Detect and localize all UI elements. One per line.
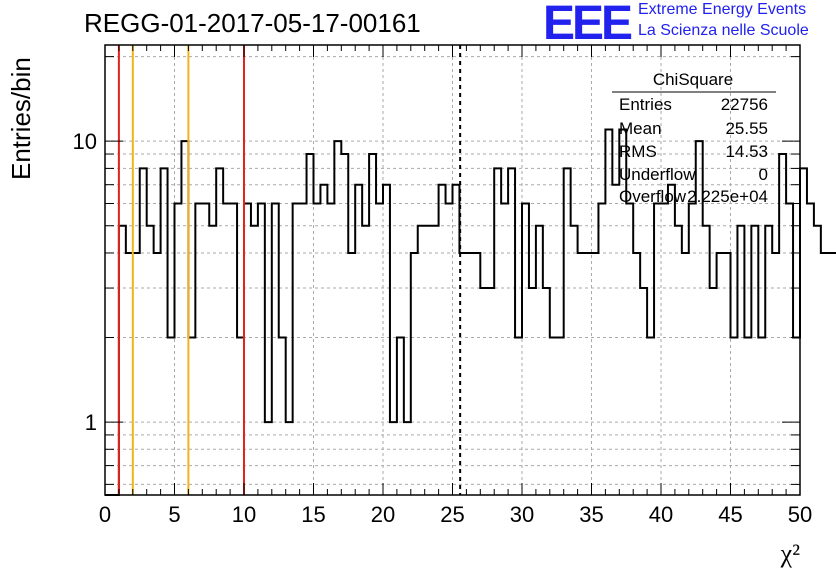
y-tick-label: 1 xyxy=(85,410,97,435)
stats-box: ChiSquare Entries 22756 Mean 25.55 RMS 1… xyxy=(612,70,776,206)
grid xyxy=(104,45,801,495)
x-tick-label: 15 xyxy=(301,502,325,527)
stats-label-mean: Mean xyxy=(619,119,662,138)
y-tick-label: 10 xyxy=(73,129,97,154)
histogram-outline xyxy=(105,128,836,496)
histogram-bars xyxy=(105,128,836,496)
x-tick-label: 0 xyxy=(99,502,111,527)
x-tick-label: 50 xyxy=(788,502,812,527)
eee-logo-line2: La Scienza nelle Scuole xyxy=(638,22,809,39)
x-tick-label: 10 xyxy=(232,502,256,527)
y-axis-label: Entries/bin xyxy=(6,57,36,180)
x-tick-label: 45 xyxy=(718,502,742,527)
stats-value-underflow: 0 xyxy=(759,165,768,184)
axes: 0 5 10 15 20 25 30 35 40 45 50 1 10 xyxy=(73,44,812,527)
stats-box-title: ChiSquare xyxy=(653,70,733,89)
x-tick-label: 5 xyxy=(168,502,180,527)
x-tick-label: 25 xyxy=(440,502,464,527)
stats-label-entries: Entries xyxy=(619,95,672,114)
stats-value-mean: 25.55 xyxy=(725,119,768,138)
stats-label-overflow: Overflow xyxy=(619,187,687,206)
x-tick-label: 30 xyxy=(510,502,534,527)
x-tick-label: 35 xyxy=(579,502,603,527)
x-tick-label: 20 xyxy=(371,502,395,527)
stats-value-rms: 14.53 xyxy=(725,142,768,161)
stats-label-underflow: Underflow xyxy=(619,165,696,184)
eee-logo: EEE xyxy=(543,0,633,50)
x-tick-label: 40 xyxy=(649,502,673,527)
stats-value-entries: 22756 xyxy=(721,95,768,114)
chart-title: REGG-01-2017-05-17-00161 xyxy=(84,8,421,38)
eee-logo-line1: Extreme Energy Events xyxy=(638,1,807,18)
stats-label-rms: RMS xyxy=(619,142,657,161)
stats-value-overflow: 2.225e+04 xyxy=(687,187,768,206)
marker-lines xyxy=(117,45,462,495)
x-axis-label: χ² xyxy=(780,539,801,568)
